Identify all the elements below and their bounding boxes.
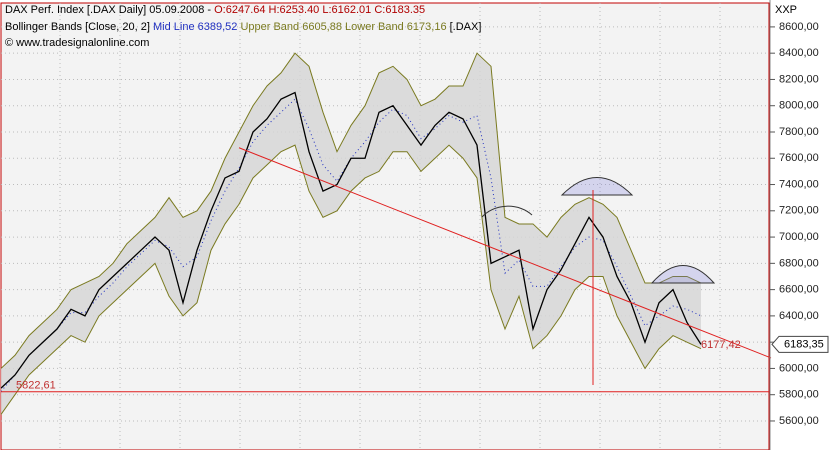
head-arc (560, 177, 634, 196)
source: © www.tradesignalonline.com (5, 37, 149, 49)
y-tick-label: 5600,00 (779, 415, 819, 427)
y-tick-label: 7600,00 (779, 152, 819, 164)
trendline (238, 147, 772, 359)
y-tick-label: 8600,00 (779, 21, 819, 33)
header-title: DAX Perf. Index [.DAX Daily] 05.09.2008 … (5, 4, 425, 16)
header-indicator: Bollinger Bands [Close, 20, 2] Mid Line … (5, 21, 481, 33)
y-tick-label: 6600,00 (779, 284, 819, 296)
y-tick-label: 7000,00 (779, 231, 819, 243)
ohlc: O:6247.64 H:6253.40 L:6162.01 C:6183.35 (214, 4, 425, 16)
y-tick-label: 6800,00 (779, 257, 819, 269)
bands-text: Upper Band 6605,88 Lower Band 6173,16 (240, 21, 446, 33)
support-label: 5822,61 (16, 380, 56, 392)
y-tick-label: 7400,00 (779, 178, 819, 190)
y-tick-label: 7800,00 (779, 126, 819, 138)
close-line (0, 91, 702, 389)
y-tick-label: 7200,00 (779, 205, 819, 217)
y-tick-label: 6000,00 (779, 362, 819, 374)
y-tick-label: 6400,00 (779, 310, 819, 322)
y-tick-label: 8200,00 (779, 73, 819, 85)
price-badge (771, 335, 829, 353)
y-tick-label: 8400,00 (779, 47, 819, 59)
upper-band (0, 52, 702, 369)
shoulder-arc (481, 205, 533, 218)
title: DAX Perf. Index [.DAX Daily] 05.09.2008 … (5, 4, 211, 16)
symbol: [.DAX] (450, 21, 482, 33)
layer: 5822,61 6177,42 (0, 3, 772, 450)
shoulder-arc (650, 265, 716, 284)
axis-tag: XXP (775, 4, 797, 16)
y-tick-label: 8000,00 (779, 100, 819, 112)
y-tick-label: 5800,00 (779, 389, 819, 401)
mid-text: Mid Line 6389,52 (153, 21, 237, 33)
lower-band (0, 144, 702, 415)
trend-label: 6177,42 (701, 339, 741, 351)
indicator: Bollinger Bands [Close, 20, 2] (5, 21, 150, 33)
price-label: 6183,35 (784, 338, 824, 350)
